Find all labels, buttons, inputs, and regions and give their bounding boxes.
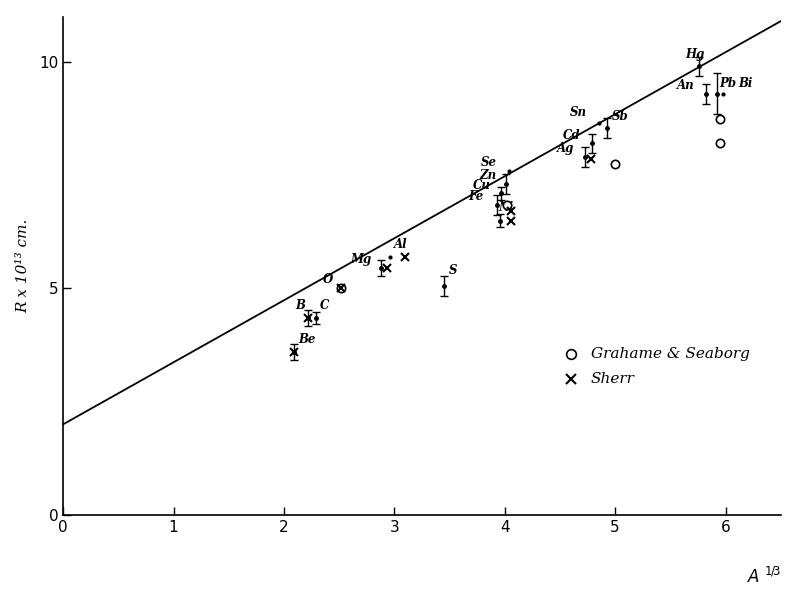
Text: Cu: Cu	[473, 179, 490, 191]
Text: Mg: Mg	[350, 253, 371, 266]
Text: O: O	[322, 273, 333, 286]
Text: Grahame & Seaborg: Grahame & Seaborg	[591, 347, 750, 361]
Text: B: B	[295, 299, 305, 313]
Text: Bi: Bi	[738, 77, 753, 90]
Text: $A\ ^{1\!/\!3}$: $A\ ^{1\!/\!3}$	[747, 567, 781, 587]
Text: Fe: Fe	[468, 190, 483, 203]
Text: S: S	[449, 264, 457, 277]
Text: Hg: Hg	[686, 48, 705, 61]
Text: Ni: Ni	[498, 201, 514, 214]
Text: Cd: Cd	[563, 128, 581, 142]
Text: C: C	[320, 299, 330, 313]
Text: Sherr: Sherr	[591, 372, 634, 386]
Text: Pb: Pb	[719, 77, 736, 90]
Text: Ag: Ag	[557, 142, 574, 155]
Text: An: An	[677, 79, 694, 92]
Text: Be: Be	[298, 333, 316, 346]
Text: Sb: Sb	[612, 110, 629, 123]
Text: Se: Se	[481, 156, 497, 169]
Text: Zn: Zn	[479, 169, 497, 182]
Y-axis label: R x 10¹³ cm.: R x 10¹³ cm.	[17, 218, 30, 313]
Text: Al: Al	[394, 238, 408, 251]
Text: Sn: Sn	[570, 106, 587, 119]
